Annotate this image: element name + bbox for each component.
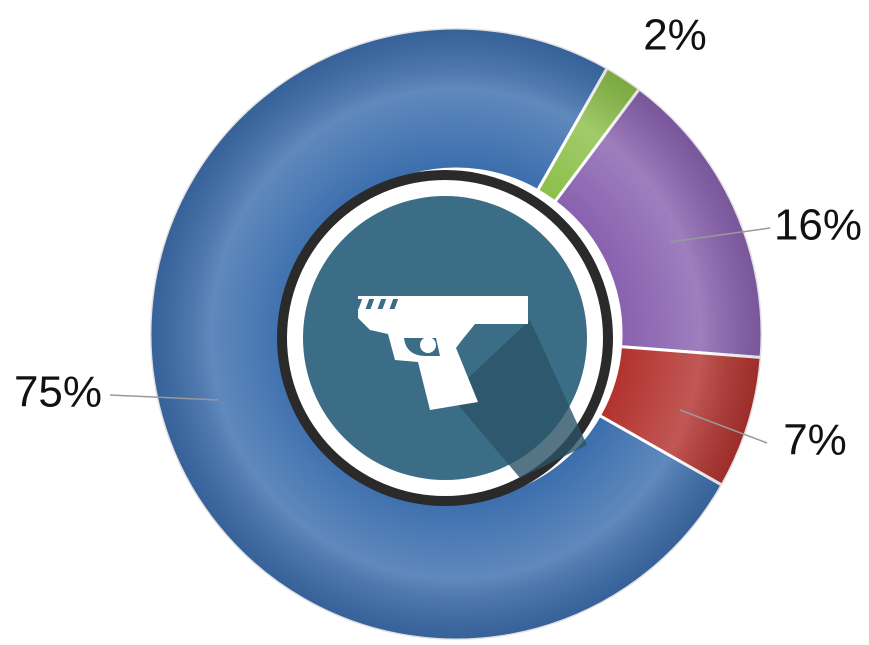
- data-label: 16%: [774, 201, 862, 250]
- data-label: 2%: [643, 11, 707, 60]
- trigger: [420, 337, 436, 353]
- labels: 2% 16% 7% 75%: [14, 11, 862, 465]
- leader-line: [679, 409, 768, 444]
- leader-line: [669, 227, 771, 243]
- data-label: 7%: [783, 416, 847, 465]
- icon-shadow: [450, 320, 587, 478]
- data-label: 75%: [14, 368, 102, 417]
- gun: [358, 296, 528, 410]
- leader-line: [109, 394, 219, 401]
- grip-lines: [353, 299, 399, 309]
- center-icon: [277, 170, 613, 506]
